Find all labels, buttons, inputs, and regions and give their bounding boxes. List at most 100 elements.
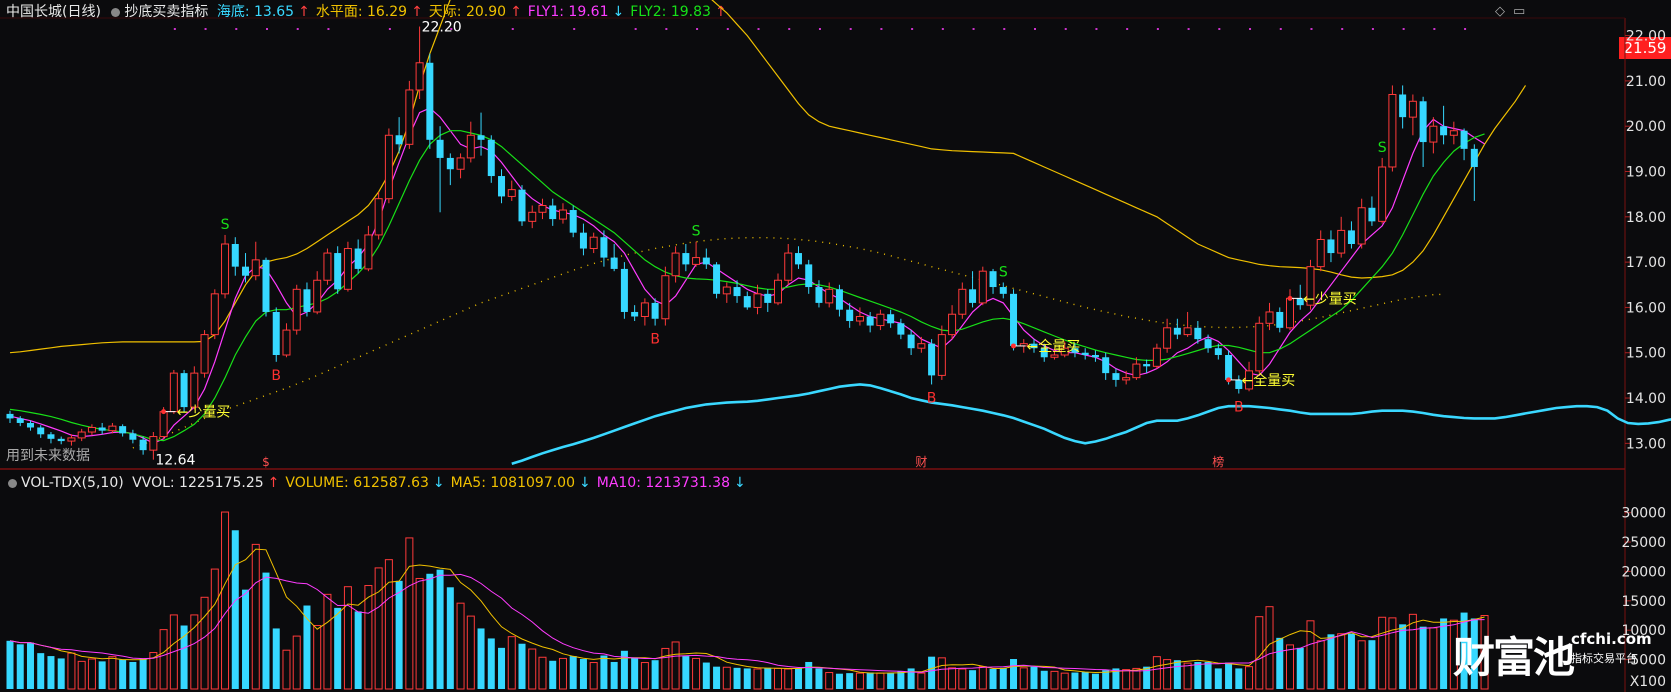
candle-body — [477, 135, 485, 140]
volume-bar — [1440, 618, 1448, 689]
top-marker-dot — [1371, 28, 1374, 30]
volume-bar — [364, 585, 373, 690]
volume-bar — [37, 653, 45, 689]
volume-bar — [1050, 670, 1059, 690]
candle-body — [446, 157, 454, 170]
vol-readout-arrow-0: ↑ — [267, 475, 280, 491]
top-marker-dot — [173, 28, 176, 30]
volume-bar — [1449, 619, 1458, 690]
vol-readout-arrow-1: ↓ — [432, 475, 445, 491]
watermark-site: cfchi.com — [1571, 630, 1652, 648]
volume-bar — [108, 656, 117, 690]
volume-bar — [1214, 668, 1222, 689]
volume-bar — [313, 625, 322, 690]
indicator-toggle-icon[interactable] — [111, 7, 121, 17]
candle-body — [825, 288, 834, 304]
volume-bar — [1112, 668, 1120, 689]
volume-bar — [631, 657, 639, 689]
candle-body — [733, 287, 741, 297]
candle-body — [210, 293, 219, 336]
volume-bar — [1399, 624, 1407, 689]
volume-bar — [1276, 637, 1284, 689]
candle-body — [354, 248, 362, 269]
candle-body — [1408, 100, 1417, 118]
volume-bar — [129, 661, 137, 689]
readout-arrow-3: ↓ — [612, 4, 625, 20]
candle-body — [364, 234, 373, 270]
candle-body — [1378, 166, 1387, 222]
candle-body — [456, 157, 465, 170]
price-axis-label: 19.00 — [1626, 165, 1666, 181]
volume-bar — [907, 668, 915, 689]
readout-arrow-1: ↑ — [411, 4, 423, 20]
top-marker-dot — [1341, 28, 1344, 30]
top-marker-dot — [1034, 28, 1036, 30]
candle-body — [343, 248, 352, 290]
candle-body — [1132, 363, 1141, 379]
indicator-name: 抄底买卖指标 — [124, 4, 209, 20]
candle-body — [948, 313, 957, 336]
volume-bar — [139, 658, 147, 689]
volume-bar — [272, 628, 280, 689]
top-marker-dot — [450, 28, 453, 30]
candle-body — [1306, 266, 1315, 306]
main-chart-header: 中国长城(日线) 抄底买卖指标 海底: 13.65 ↑ 水平面: 16.29 ↑ 天际:… — [6, 2, 737, 22]
volume-bar — [1081, 671, 1089, 689]
volume-bar — [1357, 640, 1366, 690]
volume-bar — [1204, 661, 1212, 689]
candle-body — [999, 287, 1007, 294]
volume-bar — [405, 537, 414, 690]
sell-signal: S — [999, 265, 1008, 281]
candle-body — [928, 343, 936, 376]
buy-signal: B — [650, 332, 660, 348]
candle-body — [1419, 101, 1427, 143]
candle-body — [77, 431, 86, 439]
candle-body — [1286, 297, 1294, 329]
candle-body — [1327, 239, 1335, 254]
volume-bar — [1296, 647, 1304, 689]
volume-bar — [825, 672, 834, 690]
candle-body — [1152, 347, 1161, 367]
candle-body — [1276, 311, 1284, 328]
volume-bar — [1173, 660, 1181, 689]
volume-toggle-icon[interactable] — [8, 478, 17, 488]
collapse-icon[interactable]: ◇ — [1495, 4, 1505, 19]
readout-arrow-2: ↑ — [510, 4, 522, 20]
volume-bar — [671, 641, 680, 690]
volume-bar — [640, 662, 649, 690]
candle-body — [1071, 348, 1079, 353]
candle-body — [67, 437, 76, 442]
top-marker-dot — [1218, 28, 1221, 30]
top-marker-dot — [911, 28, 914, 30]
candle-body — [16, 418, 24, 423]
candle-body — [262, 259, 270, 312]
candle-body — [231, 244, 239, 267]
volume-bar — [292, 635, 301, 690]
top-marker-dot — [1126, 28, 1129, 30]
event-marker: 榜 — [1212, 454, 1224, 469]
volume-bar — [558, 657, 567, 690]
candle-body — [1050, 354, 1059, 358]
volume-bar — [1419, 626, 1427, 689]
top-marker-dot — [634, 28, 637, 30]
window-toggle-icon[interactable]: ▭ — [1513, 4, 1526, 19]
sell-signal: S — [1378, 140, 1387, 156]
volume-bar — [159, 629, 168, 690]
volume-bar — [692, 657, 701, 690]
volume-bar — [610, 661, 618, 689]
candle-body — [600, 237, 608, 258]
volume-bar — [57, 658, 65, 689]
volume-bar — [702, 662, 710, 689]
volume-bar — [426, 573, 434, 689]
top-marker-dot — [1249, 28, 1252, 30]
volume-bar — [682, 656, 690, 689]
top-marker-dot — [1464, 28, 1467, 30]
volume-bar — [815, 668, 823, 689]
candle-body — [1235, 379, 1243, 389]
price-axis-label: 22.00 — [1626, 29, 1666, 45]
volume-bar — [343, 586, 352, 690]
volume-bar — [1460, 612, 1468, 689]
volume-bar — [978, 666, 987, 690]
candle-body — [846, 309, 854, 322]
